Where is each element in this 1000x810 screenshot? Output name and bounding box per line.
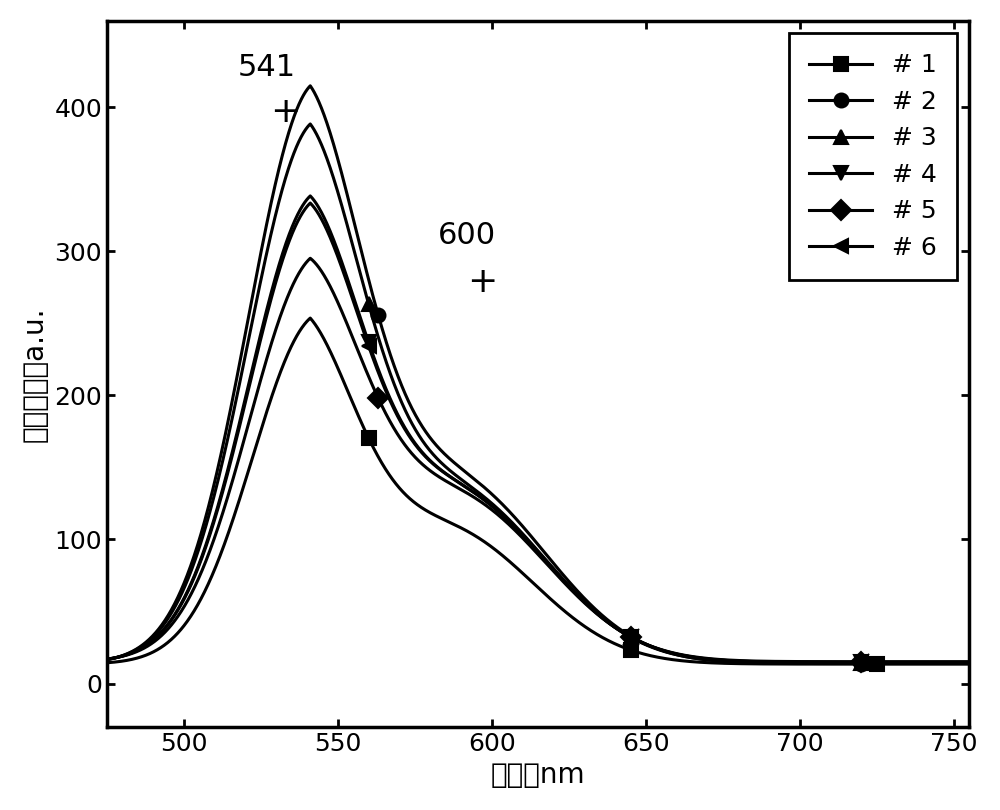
X-axis label: 波长，nm: 波长，nm: [491, 761, 585, 789]
Y-axis label: 发光强度，a.u.: 发光强度，a.u.: [21, 306, 49, 441]
Legend: # 1, # 2, # 3, # 4, # 5, # 6: # 1, # 2, # 3, # 4, # 5, # 6: [789, 33, 957, 279]
Text: 600: 600: [438, 221, 496, 250]
Text: +: +: [468, 265, 498, 299]
Text: +: +: [270, 95, 301, 129]
Text: 541: 541: [238, 53, 296, 82]
